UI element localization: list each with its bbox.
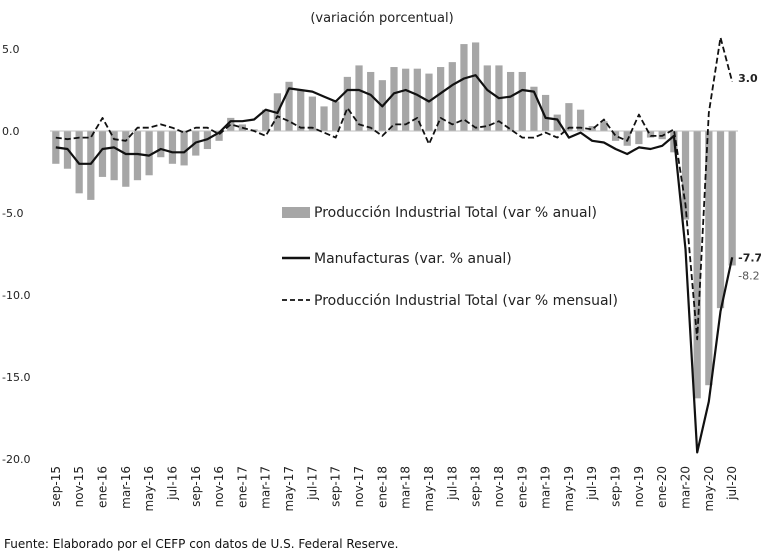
chart-legend: Producción Industrial Total (var % anual… (282, 205, 618, 309)
bar (448, 62, 456, 132)
bar (262, 109, 270, 131)
legend-label-monthly-total: Producción Industrial Total (var % mensu… (314, 293, 618, 309)
bar (122, 131, 130, 187)
bar (646, 131, 655, 138)
x-tick-label: ene-20 (655, 466, 669, 508)
x-tick-label: sep-19 (609, 466, 623, 507)
bar (285, 81, 293, 131)
x-tick-label: nov-19 (632, 466, 646, 507)
legend-label-manufacturas: Manufacturas (var. % anual) (314, 251, 512, 267)
bar (87, 131, 95, 200)
x-tick-label: mar-18 (399, 466, 413, 509)
bar (483, 65, 491, 131)
x-tick-label: nov-15 (72, 466, 86, 507)
bar (297, 90, 305, 131)
bar (332, 101, 340, 131)
bar (716, 131, 725, 309)
chart-subtitle: (variación porcentual) (310, 11, 453, 26)
bar (705, 131, 713, 386)
x-tick-label: may-17 (282, 466, 296, 512)
x-tick-label: ene-18 (375, 466, 389, 508)
bar (110, 131, 118, 181)
x-tick-label: nov-17 (352, 466, 366, 507)
bar (320, 106, 328, 131)
legend-marker-bar (282, 207, 310, 218)
y-tick-label: -20.0 (2, 453, 30, 466)
bar (343, 76, 351, 131)
bar (472, 42, 480, 131)
end-label: -8.2 (738, 269, 759, 282)
bar (133, 131, 142, 181)
bar (518, 71, 526, 131)
x-tick-label: ene-17 (235, 466, 249, 508)
legend-label-annual-total: Producción Industrial Total (var % anual… (314, 205, 597, 221)
x-tick-label: jul-20 (725, 466, 739, 501)
x-tick-label: nov-18 (492, 466, 506, 507)
bar (157, 131, 165, 158)
y-tick-label: -15.0 (2, 371, 30, 384)
bar (402, 68, 410, 131)
x-tick-label: jul-17 (305, 466, 319, 501)
x-tick-label: may-18 (422, 466, 436, 512)
x-tick-label: nov-16 (212, 466, 226, 507)
line-series-monthly-total (55, 36, 734, 341)
bar (600, 121, 608, 131)
bar (98, 131, 107, 177)
bar (227, 117, 235, 131)
bar (215, 131, 223, 141)
x-tick-label: jul-18 (445, 466, 459, 501)
bar (541, 94, 550, 131)
bar (308, 96, 316, 131)
y-axis: 5.0 0.0 -5.0 -10.0 -15.0 -20.0 (2, 43, 30, 466)
bar (367, 71, 375, 131)
bar (390, 67, 398, 131)
bar (693, 131, 701, 399)
x-tick-label: may-16 (142, 466, 156, 512)
x-tick-label: may-19 (562, 466, 576, 512)
bar (588, 126, 596, 131)
bar (355, 65, 363, 131)
bar (413, 68, 421, 131)
source-note: Fuente: Elaborado por el CEFP con datos … (4, 537, 398, 551)
x-tick-label: mar-17 (259, 466, 273, 509)
x-tick-label: ene-19 (515, 466, 529, 508)
x-tick-label: sep-15 (49, 466, 63, 507)
line-series-manufacturas (55, 74, 734, 454)
bar (611, 131, 620, 141)
x-tick-label: sep-16 (189, 466, 203, 507)
end-label: -7.7 (738, 251, 761, 264)
x-axis: sep-15 nov-15 ene-16 mar-16 may-16 jul-16 sep-… (49, 466, 739, 512)
y-tick-label: -10.0 (2, 289, 30, 302)
bar (180, 131, 188, 166)
bar (635, 131, 643, 145)
x-tick-label: sep-17 (329, 466, 343, 507)
x-tick-label: mar-16 (119, 466, 133, 509)
end-labels: 3.0 -7.7 -8.2 (738, 72, 761, 283)
y-tick-label: -5.0 (2, 207, 23, 220)
bar (168, 131, 177, 164)
bar (553, 114, 561, 131)
y-tick-label: 5.0 (2, 43, 20, 56)
x-tick-label: may-20 (702, 466, 716, 512)
x-tick-label: mar-19 (539, 466, 553, 509)
x-tick-label: sep-18 (469, 466, 483, 507)
bar (437, 67, 445, 131)
bar (506, 71, 515, 131)
bar (728, 131, 736, 266)
bar (576, 109, 585, 131)
bar (530, 86, 538, 131)
end-label: 3.0 (738, 72, 758, 85)
bar (565, 103, 573, 131)
bar (623, 131, 631, 146)
y-tick-label: 0.0 (2, 125, 20, 138)
x-tick-label: jul-19 (585, 466, 599, 501)
x-tick-label: mar-20 (679, 466, 693, 509)
bar (145, 131, 153, 176)
bar (460, 44, 468, 131)
x-tick-label: jul-16 (165, 466, 179, 501)
bar (681, 131, 690, 220)
x-tick-label: ene-16 (95, 466, 109, 508)
